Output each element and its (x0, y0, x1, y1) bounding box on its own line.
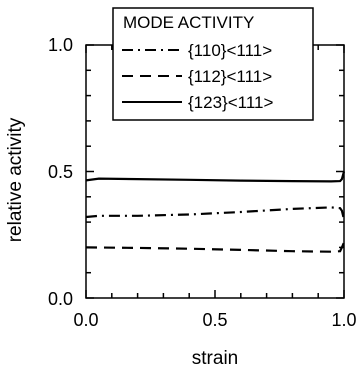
series-line-3 (85, 171, 346, 183)
legend: MODE ACTIVITY {110}<111> {112}<111> {123}<… (112, 7, 314, 121)
series-line-2 (85, 241, 346, 253)
legend-label-1: {110}<111> (188, 41, 272, 60)
legend-label-2: {112}<111> (188, 67, 272, 86)
y-tick-label-0: 0.0 (48, 289, 73, 309)
x-tick-label-0: 0.0 (73, 310, 98, 330)
legend-label-3: {123}<111> (188, 93, 273, 112)
legend-items: {110}<111> {112}<111> {123}<111> (122, 41, 273, 112)
x-tick-label-1: 1.0 (331, 310, 356, 330)
x-axis-label: strain (192, 348, 238, 369)
y-tick-label-1: 1.0 (48, 35, 73, 55)
legend-title: MODE ACTIVITY (123, 13, 254, 32)
y-axis-label: relative activity (5, 117, 26, 242)
x-tick-label-0-5: 0.5 (202, 310, 227, 330)
y-tick-label-0-5: 0.5 (48, 162, 73, 182)
series-line-1 (85, 206, 346, 220)
series-lines (85, 171, 346, 253)
